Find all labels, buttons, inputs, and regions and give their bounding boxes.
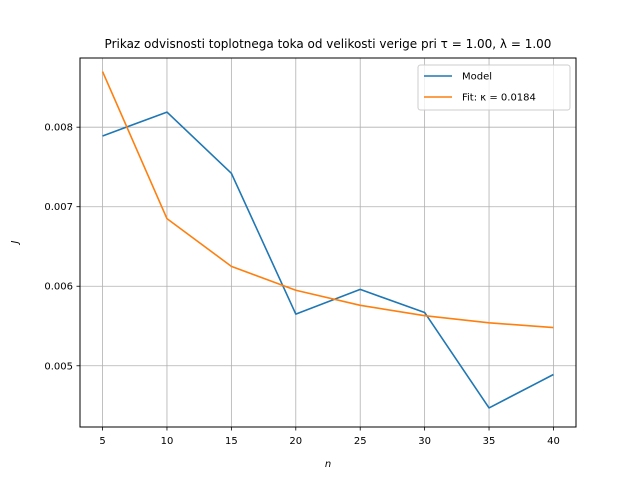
legend-label-2: Fit: κ = 0.0184 (462, 93, 536, 104)
chart-title: Prikaz odvisnosti toplotnega toka od vel… (105, 37, 552, 51)
x-tick-label: 15 (225, 436, 238, 447)
y-tick-label: 0.008 (44, 123, 73, 134)
grid-lines (80, 58, 576, 427)
legend: Model Fit: κ = 0.0184 (417, 64, 571, 111)
x-tick-label: 35 (483, 436, 496, 447)
y-axis-label: J (10, 240, 21, 245)
x-axis-label: n (325, 459, 331, 470)
y-axis: 0.005 0.006 0.007 0.008 (44, 123, 80, 372)
series-line-2 (101, 71, 554, 329)
x-tick-label: 40 (547, 436, 560, 447)
y-tick-label: 0.005 (44, 361, 73, 372)
x-tick-label: 5 (99, 436, 105, 447)
x-tick-label: 25 (354, 436, 367, 447)
x-tick-label: 10 (161, 436, 174, 447)
series-layer (101, 71, 554, 409)
x-tick-label: 20 (289, 436, 302, 447)
series-line-1 (102, 111, 554, 409)
legend-box (417, 64, 571, 111)
y-tick-label: 0.006 (44, 282, 73, 293)
x-tick-label: 30 (418, 436, 431, 447)
legend-label-1: Model (462, 72, 492, 83)
x-axis: 5 10 15 20 25 30 35 40 (99, 427, 560, 447)
y-tick-label: 0.007 (44, 202, 73, 213)
plot-frame (79, 57, 577, 428)
